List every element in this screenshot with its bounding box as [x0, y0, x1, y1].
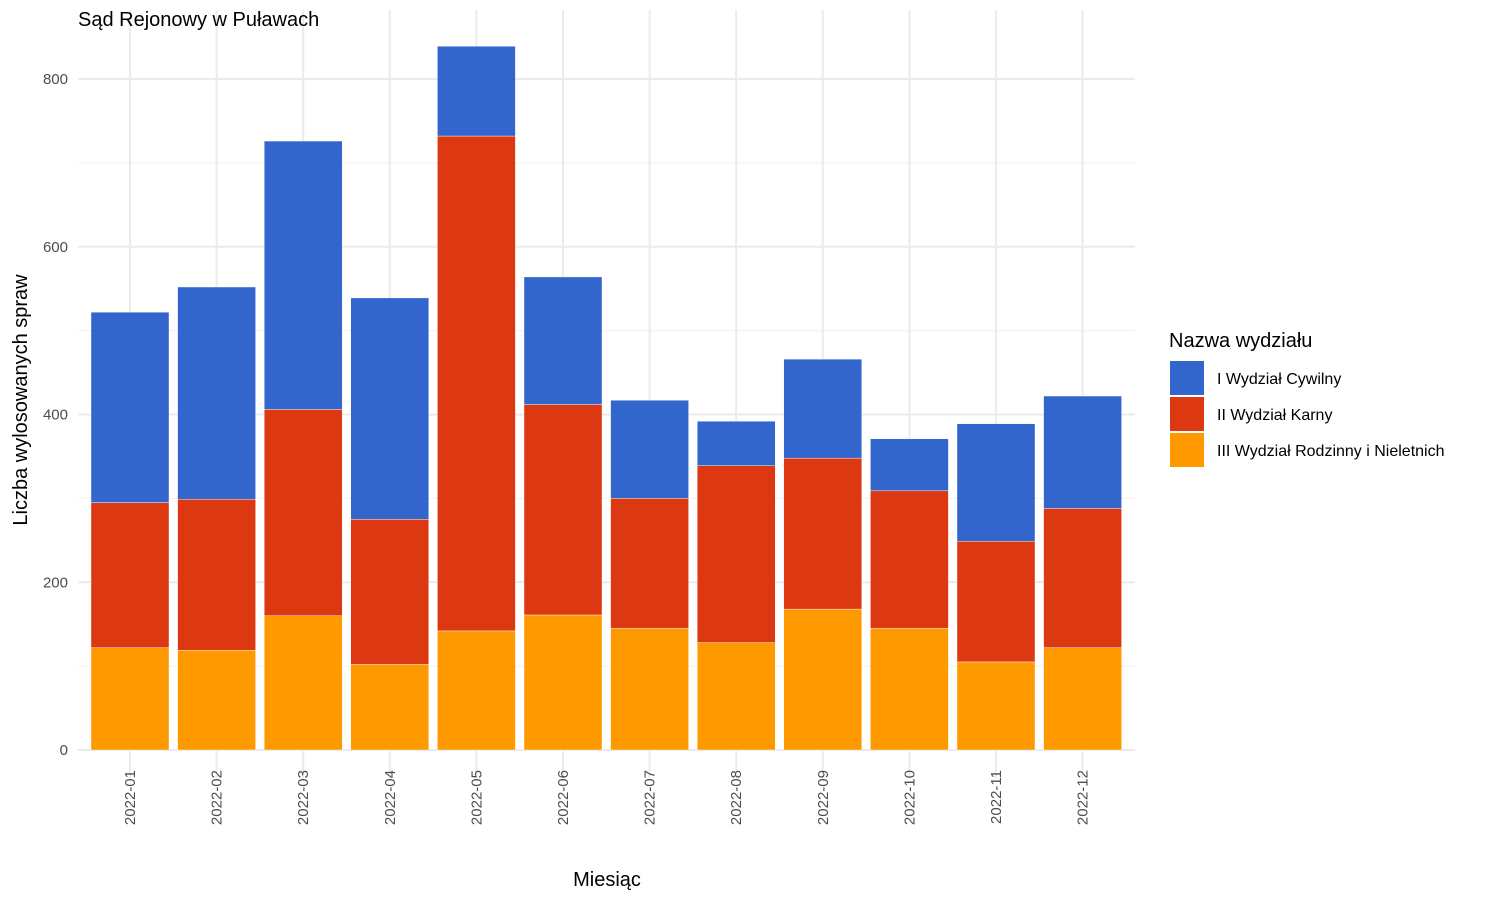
x-axis: 2022-01 2022-02 2022-03 2022-04 2022-05 2022-…: [122, 770, 1092, 825]
bar-segment: [956, 661, 1036, 751]
x-axis-title: Miesiąc: [573, 869, 641, 891]
legend-label: III Wydział Rodzinny i Nieletnich: [1217, 443, 1445, 460]
bar-segment: [523, 276, 603, 405]
bar-segment: [177, 286, 256, 500]
bar-segment: [870, 490, 949, 629]
y-axis-title: Liczba wylosowanych spraw: [10, 274, 32, 526]
legend-key: [1170, 397, 1204, 431]
bar-segment: [523, 614, 603, 751]
bar-segment: [437, 46, 516, 137]
bar-segment: [264, 615, 343, 751]
x-tick-label: 2022-08: [728, 770, 745, 825]
bar-segment: [177, 499, 256, 651]
bar-segment: [956, 540, 1036, 663]
x-tick-label: 2022-06: [555, 770, 572, 825]
x-tick-label: 2022-12: [1075, 770, 1092, 825]
bar-segment: [90, 502, 170, 648]
legend-title: Nazwa wydziału: [1169, 330, 1312, 352]
bars: [90, 46, 1122, 751]
x-tick-label: 2022-05: [468, 770, 485, 825]
y-tick-label: 400: [43, 407, 68, 424]
bar-segment: [437, 630, 516, 751]
bar-segment: [177, 649, 256, 751]
bar-segment: [1043, 508, 1122, 648]
x-tick-label: 2022-09: [815, 770, 832, 825]
y-tick-label: 600: [43, 239, 68, 256]
legend-label: I Wydział Cywilny: [1217, 371, 1341, 388]
bar-segment: [783, 358, 862, 459]
bar-segment: [783, 457, 862, 610]
bar-segment: [610, 498, 689, 629]
bar-segment: [697, 421, 776, 466]
bar-segment: [350, 664, 429, 751]
chart-title: Sąd Rejonowy w Puławach: [78, 9, 319, 31]
bar-segment: [697, 465, 776, 643]
y-tick-label: 0: [60, 742, 68, 759]
bar-segment: [264, 140, 343, 410]
bar-segment: [610, 628, 689, 751]
bar-segment: [264, 409, 343, 617]
legend-key: [1170, 433, 1204, 467]
bar-segment: [1043, 395, 1122, 509]
x-tick-label: 2022-10: [901, 770, 918, 825]
bar-segment: [697, 642, 776, 751]
y-tick-label: 200: [43, 574, 68, 591]
bar-segment: [956, 423, 1036, 542]
bar-segment: [437, 135, 516, 632]
bar-segment: [350, 297, 429, 520]
bar-segment: [1043, 647, 1122, 751]
bar-segment: [90, 311, 170, 503]
bar-segment: [870, 438, 949, 492]
x-tick-label: 2022-03: [295, 770, 312, 825]
y-tick-label: 800: [43, 71, 68, 88]
x-tick-label: 2022-02: [209, 770, 226, 825]
bar-segment: [90, 647, 170, 751]
x-tick-label: 2022-04: [382, 770, 399, 825]
bar-segment: [350, 519, 429, 665]
legend: Nazwa wydziału I Wydział Cywilny II Wydzi…: [1169, 330, 1445, 467]
y-axis: 0 200 400 600 800: [43, 71, 68, 759]
legend-label: II Wydział Karny: [1217, 407, 1332, 424]
bar-segment: [610, 400, 689, 499]
bar-segment: [523, 404, 603, 616]
bar-segment: [783, 608, 862, 751]
legend-key: [1170, 361, 1204, 395]
bar-segment: [870, 628, 949, 751]
x-tick-label: 2022-11: [988, 770, 1005, 824]
x-tick-label: 2022-01: [122, 770, 139, 825]
x-tick-label: 2022-07: [642, 770, 659, 825]
